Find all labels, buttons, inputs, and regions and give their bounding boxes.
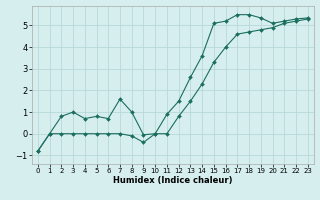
X-axis label: Humidex (Indice chaleur): Humidex (Indice chaleur) (113, 176, 233, 185)
